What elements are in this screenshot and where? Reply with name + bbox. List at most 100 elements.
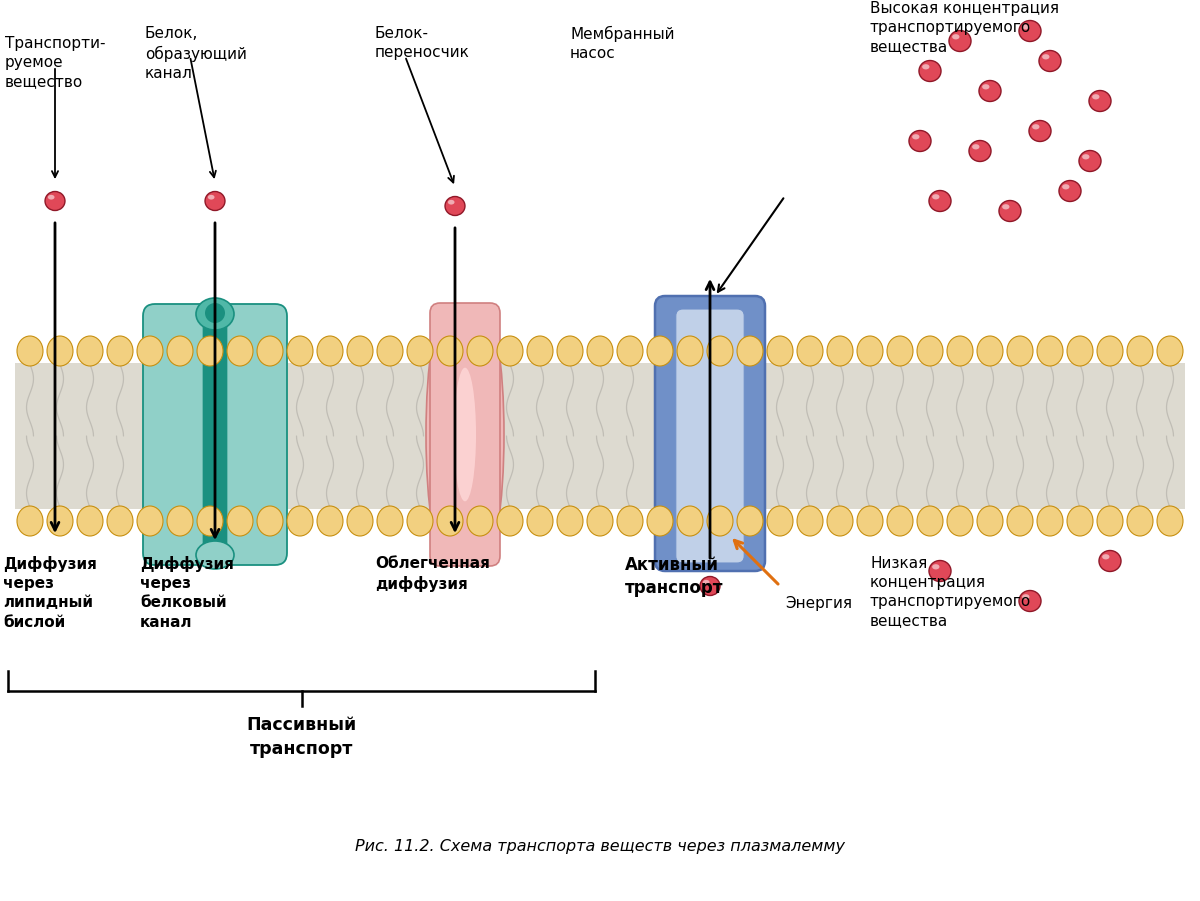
Ellipse shape	[47, 336, 73, 366]
Ellipse shape	[647, 506, 673, 536]
Text: Транспорти-
руемое
вещество: Транспорти- руемое вещество	[5, 36, 106, 89]
Ellipse shape	[1058, 180, 1081, 202]
Ellipse shape	[703, 580, 709, 585]
Ellipse shape	[557, 506, 583, 536]
Ellipse shape	[797, 506, 823, 536]
FancyBboxPatch shape	[143, 304, 287, 565]
Text: Энергия: Энергия	[785, 596, 852, 611]
Ellipse shape	[707, 506, 733, 536]
Ellipse shape	[998, 201, 1021, 222]
Ellipse shape	[947, 336, 973, 366]
Ellipse shape	[857, 336, 883, 366]
Ellipse shape	[497, 506, 523, 536]
Ellipse shape	[17, 336, 43, 366]
Text: Облегченная
диффузия: Облегченная диффузия	[374, 556, 490, 592]
Ellipse shape	[462, 305, 504, 563]
Ellipse shape	[214, 311, 245, 558]
Text: Рис. 11.2. Схема транспорта веществ через плазмалемму: Рис. 11.2. Схема транспорта веществ чере…	[355, 839, 845, 853]
Ellipse shape	[1019, 590, 1042, 612]
Ellipse shape	[167, 506, 193, 536]
Ellipse shape	[287, 506, 313, 536]
Text: Диффузия
через
белковый
канал: Диффузия через белковый канал	[140, 556, 234, 630]
Ellipse shape	[1092, 95, 1099, 99]
Text: Активный
транспорт: Активный транспорт	[625, 556, 724, 596]
Ellipse shape	[1007, 506, 1033, 536]
FancyBboxPatch shape	[203, 307, 227, 562]
Ellipse shape	[929, 560, 952, 581]
Ellipse shape	[908, 131, 931, 151]
Ellipse shape	[137, 506, 163, 536]
Ellipse shape	[257, 336, 283, 366]
Ellipse shape	[1039, 50, 1061, 71]
Ellipse shape	[167, 336, 193, 366]
Ellipse shape	[347, 336, 373, 366]
Text: Низкая
концентрация
транспортируемого
вещества: Низкая концентрация транспортируемого ве…	[870, 556, 1031, 629]
Ellipse shape	[557, 336, 583, 366]
Ellipse shape	[977, 336, 1003, 366]
Bar	[14, 363, 1186, 509]
Ellipse shape	[227, 336, 253, 366]
Ellipse shape	[1007, 336, 1033, 366]
Ellipse shape	[407, 506, 433, 536]
Ellipse shape	[647, 336, 673, 366]
Ellipse shape	[377, 506, 403, 536]
Ellipse shape	[197, 506, 223, 536]
Text: Пассивный
транспорт: Пассивный транспорт	[246, 716, 356, 758]
Ellipse shape	[48, 195, 54, 200]
Ellipse shape	[205, 303, 226, 323]
Ellipse shape	[677, 506, 703, 536]
Ellipse shape	[287, 336, 313, 366]
FancyBboxPatch shape	[676, 309, 744, 563]
Ellipse shape	[527, 506, 553, 536]
Ellipse shape	[77, 336, 103, 366]
Ellipse shape	[827, 336, 853, 366]
Ellipse shape	[912, 134, 919, 140]
Ellipse shape	[968, 141, 991, 161]
Ellipse shape	[1032, 124, 1039, 130]
Ellipse shape	[1022, 24, 1030, 30]
Ellipse shape	[1079, 150, 1102, 171]
Ellipse shape	[887, 336, 913, 366]
Ellipse shape	[186, 311, 216, 558]
Ellipse shape	[947, 506, 973, 536]
Ellipse shape	[1099, 551, 1121, 571]
Text: Мембранный
насос: Мембранный насос	[570, 26, 674, 61]
Ellipse shape	[1097, 506, 1123, 536]
Ellipse shape	[887, 506, 913, 536]
Ellipse shape	[437, 506, 463, 536]
Ellipse shape	[932, 564, 940, 569]
Ellipse shape	[1102, 554, 1110, 560]
Ellipse shape	[445, 196, 464, 215]
Ellipse shape	[1019, 21, 1042, 41]
Ellipse shape	[857, 506, 883, 536]
Ellipse shape	[587, 506, 613, 536]
Ellipse shape	[317, 506, 343, 536]
Ellipse shape	[208, 195, 215, 200]
Text: Белок-
переносчик: Белок- переносчик	[374, 26, 470, 60]
Ellipse shape	[767, 506, 793, 536]
Ellipse shape	[1127, 506, 1153, 536]
Ellipse shape	[1002, 205, 1009, 209]
Ellipse shape	[196, 298, 234, 330]
Ellipse shape	[1088, 90, 1111, 112]
Ellipse shape	[347, 506, 373, 536]
Ellipse shape	[1062, 184, 1069, 189]
Ellipse shape	[467, 336, 493, 366]
Ellipse shape	[922, 64, 930, 69]
Ellipse shape	[467, 506, 493, 536]
Ellipse shape	[227, 506, 253, 536]
Ellipse shape	[527, 336, 553, 366]
Ellipse shape	[77, 506, 103, 536]
Ellipse shape	[257, 506, 283, 536]
Ellipse shape	[47, 506, 73, 536]
Ellipse shape	[617, 506, 643, 536]
Ellipse shape	[797, 336, 823, 366]
Ellipse shape	[952, 34, 960, 40]
Ellipse shape	[317, 336, 343, 366]
Ellipse shape	[919, 60, 941, 81]
Ellipse shape	[979, 80, 1001, 102]
Ellipse shape	[1082, 154, 1090, 159]
Text: Высокая концентрация
транспортируемого
вещества: Высокая концентрация транспортируемого в…	[870, 1, 1060, 54]
Ellipse shape	[677, 336, 703, 366]
Ellipse shape	[1127, 336, 1153, 366]
